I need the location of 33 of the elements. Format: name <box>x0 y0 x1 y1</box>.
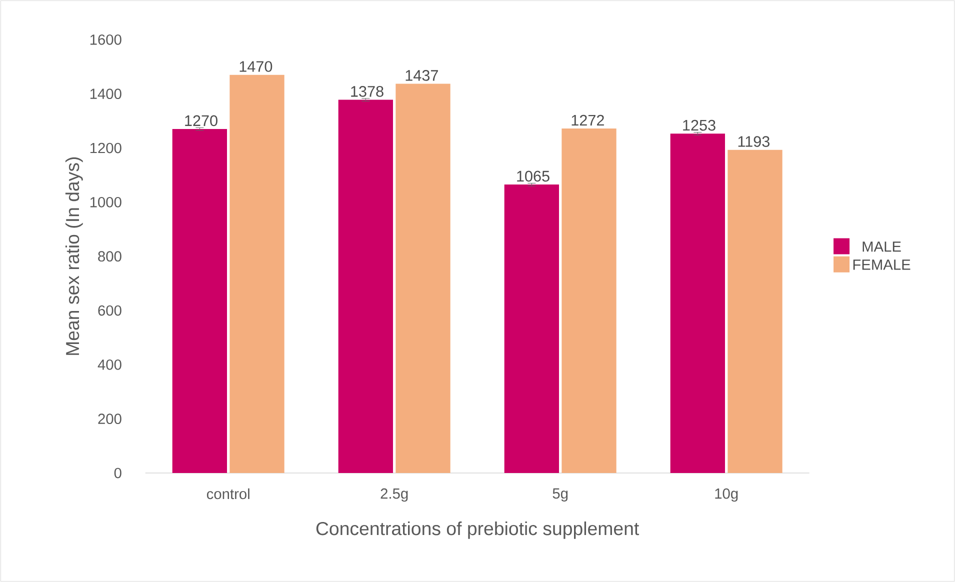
bar <box>230 74 284 473</box>
y-tick-label: 400 <box>98 359 122 370</box>
y-tick-label: 600 <box>98 305 122 316</box>
data-label: 1253 <box>683 120 716 131</box>
bar <box>396 84 450 473</box>
x-tick-label: control <box>206 488 250 500</box>
y-tick-label: 1400 <box>90 88 122 100</box>
x-tick-label: 10g <box>715 488 738 502</box>
legend-label: MALE <box>862 242 901 252</box>
y-tick-label: 1000 <box>90 196 122 208</box>
data-label: 1378 <box>351 86 384 97</box>
y-axis-title: Mean sex ratio (In days) <box>65 157 83 355</box>
y-tick-label: 1600 <box>90 34 122 45</box>
y-tick-label: 1200 <box>90 142 122 154</box>
data-label: 1065 <box>517 170 550 182</box>
bar <box>504 184 560 473</box>
data-label: 1470 <box>240 61 272 72</box>
legend-label: FEMALE <box>853 260 910 270</box>
y-tick-label: 200 <box>98 414 122 424</box>
data-label: 1270 <box>185 115 218 126</box>
data-label: 1272 <box>572 114 604 126</box>
x-axis-title: Concentrations of prebiotic supplement <box>316 521 640 539</box>
y-tick-label: 800 <box>98 251 122 262</box>
bar <box>338 100 394 473</box>
bar <box>728 150 782 473</box>
bar <box>562 128 616 473</box>
data-label: 1437 <box>406 70 438 81</box>
x-tick-label: 5g <box>552 488 568 502</box>
bar <box>172 129 227 473</box>
y-tick-label: 0 <box>114 468 122 478</box>
bar <box>670 134 726 473</box>
x-tick-label: 2.5g <box>380 488 408 502</box>
data-label: 1193 <box>738 136 770 147</box>
